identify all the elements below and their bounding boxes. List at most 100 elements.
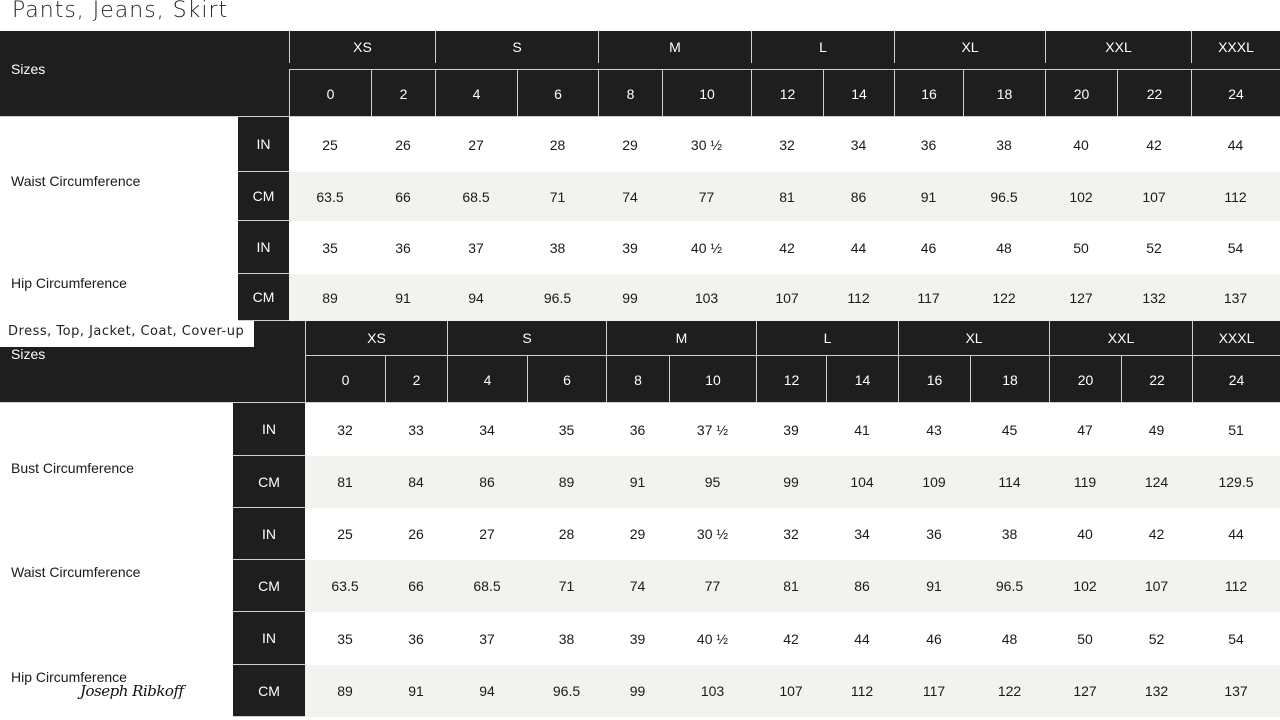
measurement-value: 102 <box>1073 578 1097 594</box>
measurement-value: 107 <box>1144 578 1169 594</box>
size-number-header: 6 <box>517 70 598 117</box>
unit-label: IN <box>233 403 305 456</box>
sizes-label: Sizes <box>11 61 46 77</box>
measurement-value: 42 <box>779 239 795 256</box>
measurement-value: 112 <box>1224 188 1247 205</box>
unit-label: IN <box>233 508 305 560</box>
measurement-value: 51 <box>1228 421 1244 438</box>
measurement-value: 38 <box>558 630 575 647</box>
measurement-value: 77 <box>704 578 721 594</box>
measurement-value: 29 <box>629 526 646 542</box>
header-divider <box>289 69 1280 70</box>
size-number-header: 14 <box>826 356 898 403</box>
measurement-value: 44 <box>854 630 870 647</box>
measurement-value: 40 ½ <box>696 630 729 647</box>
size-number-header: 16 <box>894 70 963 117</box>
size-number-header: 20 <box>1049 356 1121 403</box>
size-number-header: 6 <box>527 356 606 403</box>
size-number-header: 12 <box>751 70 823 117</box>
measurement-value: 49 <box>1148 421 1165 438</box>
measurement-value: 109 <box>922 474 946 490</box>
measurement-value: 112 <box>850 683 874 699</box>
measurement-value: 33 <box>408 421 424 438</box>
dress-section-title: Dress, Top, Jacket, Coat, Cover-up <box>0 321 254 347</box>
unit-label: CM <box>233 665 305 717</box>
size-group-header: M <box>606 321 756 355</box>
brand-signature-logo: Joseph Ribkoff <box>80 682 184 700</box>
measurement-value: 91 <box>629 474 646 490</box>
measurement-value: 36 <box>920 136 937 153</box>
measurement-label: Waist Circumference <box>11 173 141 189</box>
measurement-value: 71 <box>549 188 566 205</box>
measurement-value: 46 <box>920 239 937 256</box>
measurement-value: 104 <box>850 474 874 490</box>
measurement-value: 68.5 <box>473 578 501 594</box>
unit-label: CM <box>238 172 289 221</box>
measurement-value: 112 <box>1224 578 1248 594</box>
size-number-header: 10 <box>669 356 756 403</box>
measurement-value: 137 <box>1223 289 1248 306</box>
measurement-value: 47 <box>1077 421 1093 438</box>
unit-label: CM <box>238 274 289 321</box>
measurement-value: 46 <box>926 630 942 647</box>
measurement-value: 66 <box>395 188 411 205</box>
size-number-header: 22 <box>1117 70 1191 117</box>
measurement-value: 34 <box>850 136 867 153</box>
header-bottom-divider <box>0 116 1280 117</box>
measurement-value: 54 <box>1228 630 1244 647</box>
size-number-header: 0 <box>289 70 371 117</box>
measurement-value: 27 <box>479 526 495 542</box>
measurement-value: 38 <box>549 239 566 256</box>
measurement-value: 89 <box>322 289 338 306</box>
measurement-value: 86 <box>850 188 867 205</box>
measurement-value: 84 <box>408 474 424 490</box>
measurement-value: 127 <box>1069 289 1093 306</box>
measurement-value: 77 <box>698 188 715 205</box>
measurement-value: 91 <box>926 578 942 594</box>
measurement-value: 41 <box>854 421 870 438</box>
pants-section-title: Pants, Jeans, Skirt <box>12 0 229 23</box>
row-stripe <box>305 560 1280 612</box>
size-group-header: L <box>756 321 898 355</box>
measurement-value: 112 <box>847 289 870 306</box>
unit-label: CM <box>233 456 305 508</box>
measurement-value: 81 <box>779 188 795 205</box>
measurement-value: 27 <box>468 136 484 153</box>
size-group-header: XS <box>289 31 435 63</box>
measurement-value: 96.5 <box>990 188 1018 205</box>
size-group-header: M <box>598 31 751 63</box>
measurement-value: 38 <box>1001 526 1018 542</box>
measurement-value: 32 <box>783 526 799 542</box>
measurement-value: 28 <box>558 526 575 542</box>
measurement-value: 37 <box>468 239 484 256</box>
size-group-header: S <box>447 321 606 355</box>
measurement-value: 71 <box>558 578 575 594</box>
measurement-value: 40 <box>1073 136 1089 153</box>
measurement-value: 91 <box>920 188 937 205</box>
measurement-value: 81 <box>337 474 353 490</box>
row-stripe <box>289 274 1280 321</box>
size-number-header: 20 <box>1045 70 1117 117</box>
measurement-value: 114 <box>998 474 1021 490</box>
measurement-value: 127 <box>1073 683 1097 699</box>
measurement-value: 25 <box>337 526 353 542</box>
measurement-value: 132 <box>1144 683 1169 699</box>
measurement-label: Waist Circumference <box>11 564 141 580</box>
row-stripe <box>305 456 1280 508</box>
row-stripe <box>289 172 1280 221</box>
measurement-value: 44 <box>1228 526 1244 542</box>
measurement-value: 91 <box>395 289 411 306</box>
measurement-value: 25 <box>322 136 338 153</box>
size-number-header: 22 <box>1121 356 1192 403</box>
unit-label: CM <box>233 560 305 612</box>
measurement-value: 74 <box>629 578 646 594</box>
measurement-value: 117 <box>917 289 940 306</box>
measurement-value: 30 ½ <box>690 136 723 153</box>
measurement-value: 107 <box>1142 188 1166 205</box>
size-number-header: 2 <box>385 356 447 403</box>
measurement-value: 42 <box>783 630 799 647</box>
measurement-value: 54 <box>1227 239 1244 256</box>
measurement-value: 26 <box>408 526 424 542</box>
measurement-value: 119 <box>1073 474 1097 490</box>
measurement-value: 48 <box>996 239 1012 256</box>
